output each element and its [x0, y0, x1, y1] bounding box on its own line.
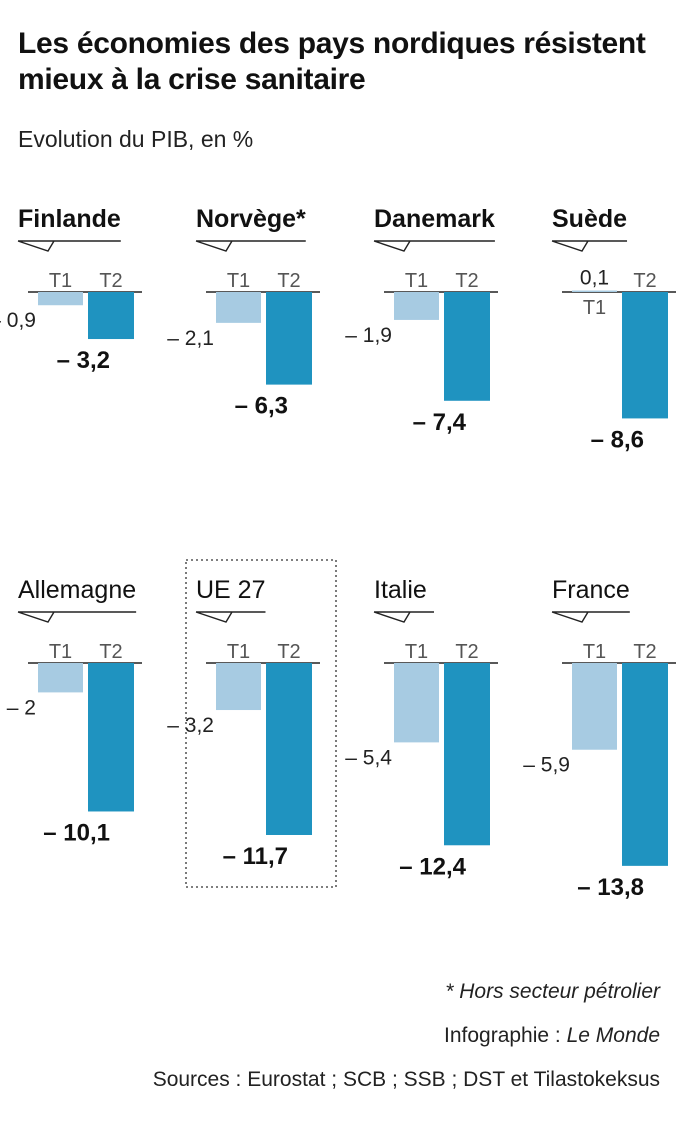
value-label: – 7,4 [413, 409, 467, 436]
chart-title: Les économies des pays nordiques résiste… [18, 27, 646, 96]
tick-label: T1 [405, 641, 428, 663]
tick-label: T2 [633, 270, 656, 292]
tick-label: T1 [227, 270, 250, 292]
panel-title-underline [17, 240, 121, 252]
panel-title-france: France [552, 576, 630, 604]
bar-norv-ge-t1 [216, 292, 261, 323]
panel-title-underline [551, 611, 630, 623]
bar-italie-t1 [394, 663, 439, 743]
tick-label: T2 [455, 641, 478, 663]
bar-finlande-t2 [88, 292, 134, 340]
footnote-text: * Hors secteur pétrolier [445, 980, 660, 1003]
footnote: * Hors secteur pétrolier [445, 980, 660, 1004]
tick-label: T2 [455, 270, 478, 292]
value-label: – 0,9 [0, 309, 36, 332]
value-label: – 2 [7, 696, 36, 719]
tick-label: T1 [49, 641, 72, 663]
panel-title-finlande: Finlande [18, 205, 121, 233]
panel-title-norv-ge: Norvège* [196, 205, 306, 233]
tick-label: T2 [277, 270, 300, 292]
bar-allemagne-t2 [88, 663, 134, 812]
bar-norv-ge-t2 [266, 292, 312, 385]
bar-ue-27-t1 [216, 663, 261, 711]
value-label: – 6,3 [235, 393, 288, 420]
tick-label: T1 [583, 297, 606, 319]
chart-subtitle: Evolution du PIB, en % [18, 126, 254, 152]
panel-title-underline [17, 611, 137, 623]
panel-title-underline [551, 240, 628, 252]
bar-danemark-t2 [444, 292, 490, 401]
bar-france-t2 [622, 663, 668, 866]
tick-label: T2 [99, 270, 122, 292]
panel-title-italie: Italie [374, 576, 427, 604]
value-label: – 12,4 [399, 853, 466, 880]
bar-allemagne-t1 [38, 663, 83, 693]
value-label: – 8,6 [591, 426, 644, 453]
panel-title-underline [373, 611, 434, 623]
credit-name: Le Monde [566, 1024, 660, 1047]
value-label: – 3,2 [57, 347, 110, 374]
highlight-frame [185, 559, 337, 888]
value-label: – 5,4 [345, 746, 392, 769]
value-label: – 11,7 [223, 843, 288, 870]
value-label: – 5,9 [523, 754, 570, 777]
bar-su-de-t1 [572, 290, 617, 292]
sources: Sources : Eurostat ; SCB ; SSB ; DST et … [152, 1068, 660, 1091]
tick-label: T1 [49, 270, 72, 292]
panel-title-su-de: Suède [552, 205, 627, 233]
bar-danemark-t1 [394, 292, 439, 320]
tick-label: T2 [633, 641, 656, 663]
value-label: – 3,2 [167, 714, 214, 737]
value-label: – 1,9 [345, 324, 392, 347]
bar-finlande-t1 [38, 292, 83, 306]
panel-title-underline [195, 240, 306, 252]
panel-title-underline [195, 611, 266, 623]
credit-prefix: Infographie : [444, 1024, 567, 1047]
value-label: – 10,1 [43, 819, 110, 846]
panel-title-ue-27: UE 27 [196, 576, 265, 604]
panel-title-allemagne: Allemagne [18, 576, 136, 604]
value-label: – 2,1 [167, 327, 214, 350]
tick-label: T1 [227, 641, 250, 663]
bar-italie-t2 [444, 663, 490, 846]
panel-title-underline [373, 240, 495, 252]
tick-label: T2 [277, 641, 300, 663]
panel-title-danemark: Danemark [374, 205, 495, 233]
value-label: 0,1 [580, 267, 609, 290]
tick-label: T1 [583, 641, 606, 663]
tick-label: T1 [405, 270, 428, 292]
value-label: – 13,8 [577, 874, 644, 901]
tick-label: T2 [99, 641, 122, 663]
bar-france-t1 [572, 663, 617, 750]
credit: Infographie : Le Monde [444, 1024, 660, 1048]
bar-su-de-t2 [622, 292, 668, 419]
bar-ue-27-t2 [266, 663, 312, 835]
